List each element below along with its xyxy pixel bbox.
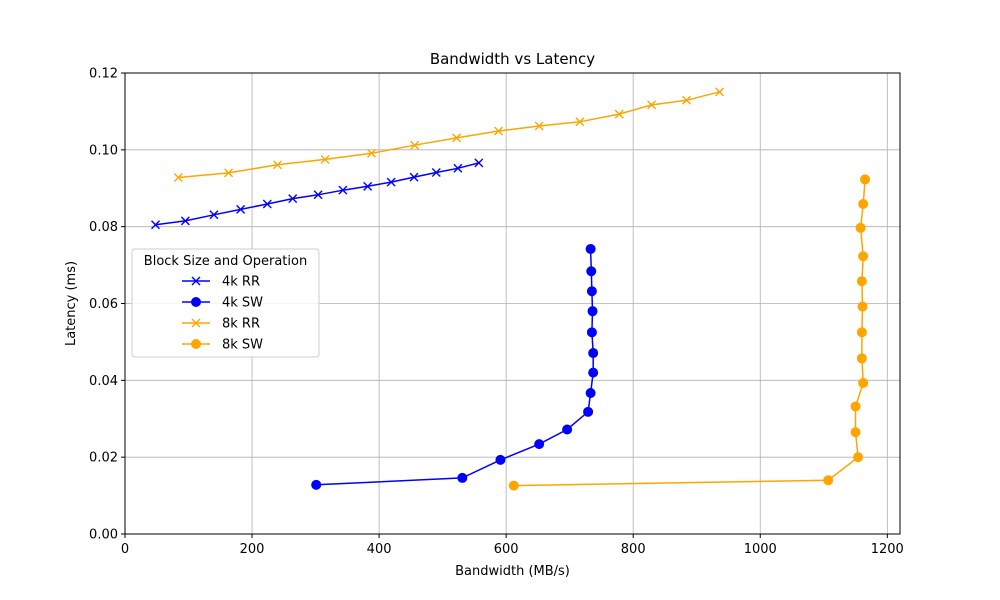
data-point-8k-sw (850, 427, 861, 438)
x-tick-label: 1000 (744, 542, 777, 557)
data-point-8k-sw (857, 301, 868, 312)
data-point-4k-rr (338, 185, 348, 195)
data-point-4k-rr (180, 216, 190, 226)
data-point-8k-sw (853, 452, 864, 463)
data-point-8k-sw (850, 401, 861, 412)
x-tick-label: 200 (240, 542, 265, 557)
data-point-8k-rr (614, 109, 624, 119)
legend-label: 4k RR (222, 275, 260, 290)
data-point-8k-sw (858, 378, 869, 389)
data-point-4k-sw (311, 479, 322, 490)
data-point-4k-sw (588, 348, 599, 359)
data-point-4k-sw (588, 367, 599, 378)
data-point-8k-sw (823, 475, 834, 486)
data-point-4k-sw (495, 454, 506, 465)
data-point-8k-rr (272, 160, 282, 170)
data-point-4k-rr (150, 220, 160, 230)
data-point-4k-sw (587, 306, 598, 317)
y-tick-label: 0.12 (89, 67, 118, 82)
data-point-4k-sw (586, 286, 597, 297)
data-point-4k-sw (586, 327, 597, 338)
data-point-4k-rr (262, 199, 272, 209)
data-point-8k-sw (860, 174, 871, 185)
legend-marker (191, 318, 201, 328)
data-point-8k-rr (173, 172, 183, 182)
legend-entry-4k-sw: 4k SW (182, 296, 263, 311)
data-point-4k-rr (236, 204, 246, 214)
legend-title: Block Size and Operation (144, 254, 307, 269)
data-point-4k-sw (585, 388, 596, 399)
legend-label: 8k SW (222, 338, 263, 353)
legend-entry-4k-rr: 4k RR (182, 275, 260, 290)
data-point-4k-rr (474, 158, 484, 168)
data-point-8k-rr (647, 100, 657, 110)
data-point-4k-sw (586, 266, 597, 277)
data-point-4k-sw (562, 424, 573, 435)
legend-label: 8k RR (222, 317, 260, 332)
data-point-8k-rr (366, 148, 376, 158)
data-point-8k-sw (508, 480, 519, 491)
data-point-4k-rr (431, 168, 441, 177)
legend-marker (191, 276, 201, 286)
legend-marker (191, 339, 201, 349)
data-point-4k-rr (453, 163, 463, 173)
data-point-4k-rr (313, 190, 323, 200)
data-point-4k-sw (457, 472, 468, 483)
y-tick-label: 0.10 (89, 143, 118, 158)
data-point-8k-rr (682, 95, 692, 105)
series-line-8k-rr (178, 91, 720, 179)
data-point-8k-rr (452, 133, 462, 143)
ticks: 0 200 400 600 800 1000 1200 0.00 0.02 0.04 0.06 0.0… (89, 67, 904, 558)
data-point-8k-sw (856, 276, 867, 287)
legend-entry-8k-rr: 8k RR (182, 317, 260, 332)
series-line-4k-rr (155, 162, 479, 226)
y-tick-label: 0.00 (89, 528, 118, 543)
y-tick-label: 0.08 (89, 220, 118, 235)
x-tick-label: 400 (367, 542, 392, 557)
data-point-8k-rr (224, 168, 234, 178)
series-layer (150, 87, 871, 491)
data-point-8k-sw (858, 251, 869, 262)
data-point-8k-rr (320, 154, 330, 164)
data-point-8k-rr (410, 140, 420, 150)
legend-entries: 4k RR 4k SW 8k RR 8k SW (182, 275, 263, 353)
series-8k-rr (173, 87, 725, 182)
y-tick-label: 0.06 (89, 297, 118, 312)
data-point-4k-sw (534, 439, 545, 450)
x-axis-label: Bandwidth (MB/s) (455, 564, 570, 579)
legend-label: 4k SW (222, 296, 263, 311)
series-4k-sw (311, 243, 599, 490)
y-tick-label: 0.02 (89, 451, 118, 466)
legend-box (131, 248, 320, 358)
data-point-8k-rr (715, 87, 725, 97)
data-point-8k-sw (856, 353, 867, 364)
data-point-8k-sw (855, 222, 866, 233)
series-8k-sw (508, 174, 871, 491)
legend: Block Size and Operation 4k RR 4k SW 8k RR… (131, 248, 320, 358)
x-tick-label: 800 (621, 542, 646, 557)
data-point-4k-rr (386, 177, 396, 187)
data-point-4k-rr (288, 194, 298, 204)
y-tick-label: 0.04 (89, 374, 118, 389)
data-point-4k-rr (363, 181, 373, 191)
data-point-4k-sw (585, 243, 596, 254)
chart-title: Bandwidth vs Latency (430, 50, 595, 68)
data-point-8k-rr (534, 121, 544, 131)
x-tick-label: 1200 (871, 542, 904, 557)
x-tick-label: 600 (494, 542, 519, 557)
data-point-4k-sw (583, 406, 594, 417)
series-4k-rr (150, 158, 484, 230)
legend-entry-8k-sw: 8k SW (182, 338, 263, 353)
legend-marker (191, 297, 201, 307)
data-point-8k-rr (494, 126, 504, 136)
data-point-4k-rr (409, 172, 419, 182)
x-tick-label: 0 (121, 542, 129, 557)
data-point-4k-rr (209, 210, 219, 220)
y-axis-label: Latency (ms) (64, 261, 79, 346)
data-point-8k-sw (856, 327, 867, 338)
data-point-8k-sw (858, 199, 869, 210)
data-point-8k-rr (575, 117, 585, 127)
